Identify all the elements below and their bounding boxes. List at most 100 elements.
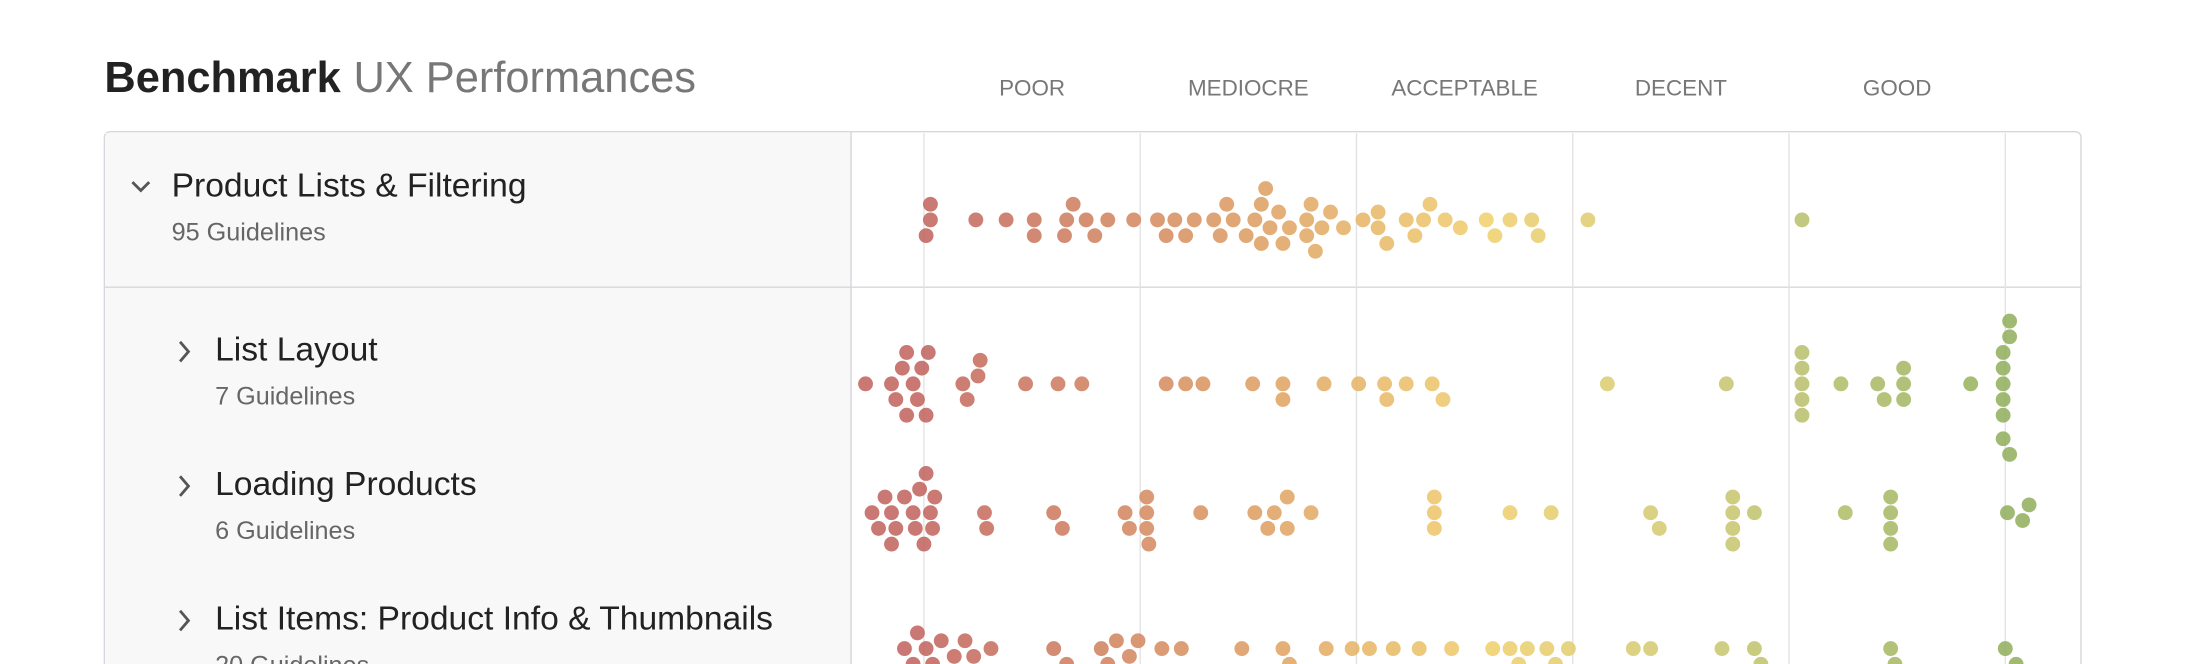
score-dot bbox=[1426, 520, 1442, 536]
chevron[interactable] bbox=[178, 340, 191, 363]
score-dot bbox=[2002, 329, 2018, 345]
score-dot bbox=[1178, 228, 1194, 244]
title-rest: UX Performances bbox=[353, 55, 696, 103]
score-dot bbox=[1543, 505, 1559, 521]
score-dot bbox=[2021, 497, 2037, 513]
score-dot bbox=[1995, 345, 2011, 360]
score-dot bbox=[1087, 228, 1103, 244]
score-dot bbox=[899, 407, 915, 423]
score-dot bbox=[925, 520, 941, 536]
score-dot bbox=[858, 376, 873, 392]
band-label: GOOD bbox=[1863, 76, 1931, 101]
score-dot bbox=[1794, 360, 1810, 376]
score-dot bbox=[1502, 641, 1518, 657]
score-dot bbox=[1154, 641, 1170, 657]
score-dot bbox=[1046, 505, 1062, 521]
score-dot bbox=[1511, 656, 1527, 664]
row-name[interactable]: List Layout bbox=[215, 331, 378, 368]
score-dot bbox=[1121, 649, 1137, 664]
score-dot bbox=[1026, 228, 1042, 244]
score-dot bbox=[1100, 656, 1116, 664]
score-dot bbox=[1212, 228, 1228, 244]
score-dot bbox=[1173, 641, 1189, 657]
dots bbox=[858, 181, 2037, 664]
score-dot bbox=[946, 649, 962, 664]
row-name[interactable]: Loading Products bbox=[215, 466, 477, 503]
score-dot bbox=[2015, 513, 2031, 528]
score-dot bbox=[1794, 407, 1810, 423]
score-dot bbox=[1995, 376, 2011, 392]
score-dot bbox=[1130, 633, 1146, 649]
score-dot bbox=[1714, 641, 1730, 657]
score-dot bbox=[1279, 489, 1295, 505]
score-dot bbox=[1370, 220, 1386, 236]
chevron[interactable] bbox=[178, 609, 191, 632]
score-dot bbox=[918, 641, 934, 657]
guideline-count: 95 Guidelines bbox=[172, 219, 326, 247]
score-dot bbox=[1539, 641, 1555, 657]
score-dot bbox=[1379, 392, 1395, 407]
score-dot bbox=[1275, 236, 1291, 251]
score-dot bbox=[1282, 656, 1297, 664]
score-dot bbox=[1355, 212, 1371, 228]
score-dot bbox=[1385, 641, 1401, 657]
score-dot bbox=[1478, 212, 1494, 228]
score-dot bbox=[1303, 196, 1319, 212]
score-dot bbox=[1377, 376, 1393, 392]
score-dot bbox=[1435, 392, 1451, 407]
score-dot bbox=[1065, 196, 1081, 212]
score-dot bbox=[1833, 376, 1849, 392]
score-dot bbox=[1057, 228, 1072, 244]
score-dot bbox=[1193, 505, 1209, 521]
score-dot bbox=[1046, 641, 1062, 657]
score-dot bbox=[1195, 376, 1211, 392]
score-dot bbox=[1883, 505, 1899, 521]
score-dot bbox=[1299, 228, 1315, 244]
score-dot bbox=[888, 520, 904, 536]
score-dot bbox=[884, 536, 899, 552]
score-dot bbox=[1995, 360, 2011, 376]
row-name[interactable]: List Items: Product Info & Thumbnails bbox=[215, 600, 773, 637]
score-dot bbox=[1718, 376, 1734, 392]
row-name[interactable]: Product Lists & Filtering bbox=[172, 168, 527, 205]
chevron[interactable] bbox=[131, 181, 151, 193]
score-dot bbox=[2002, 447, 2018, 462]
score-dot bbox=[925, 656, 941, 664]
score-dot bbox=[905, 376, 921, 392]
score-dot bbox=[1167, 212, 1183, 228]
score-dot bbox=[1316, 376, 1332, 392]
score-dot bbox=[1424, 376, 1440, 392]
score-dot bbox=[1262, 220, 1278, 236]
score-dot bbox=[877, 489, 893, 505]
score-dot bbox=[1725, 505, 1741, 521]
score-dot bbox=[1314, 220, 1330, 236]
score-dot bbox=[2000, 505, 2015, 521]
score-dot bbox=[1059, 656, 1075, 664]
score-dot bbox=[2008, 656, 2024, 664]
score-dot bbox=[884, 505, 899, 521]
score-dot bbox=[1117, 505, 1133, 521]
score-dot bbox=[1883, 489, 1899, 505]
score-dot bbox=[899, 345, 915, 360]
score-dot bbox=[922, 212, 938, 228]
score-dot bbox=[1234, 641, 1250, 657]
chevron[interactable] bbox=[178, 475, 191, 497]
score-dot bbox=[1487, 228, 1503, 244]
score-dot bbox=[1078, 212, 1094, 228]
band-label: POOR bbox=[999, 76, 1065, 101]
score-dot bbox=[1318, 641, 1334, 657]
score-dot bbox=[1963, 376, 1979, 392]
score-dot bbox=[977, 505, 992, 521]
score-dot bbox=[1139, 520, 1155, 536]
score-dot bbox=[1336, 220, 1351, 236]
score-dot bbox=[1725, 489, 1741, 505]
score-dot bbox=[1266, 505, 1282, 521]
score-dot bbox=[905, 656, 921, 664]
score-dot bbox=[1876, 392, 1892, 407]
score-dot bbox=[1018, 376, 1034, 392]
score-dot bbox=[1426, 505, 1442, 521]
score-dot bbox=[871, 520, 886, 536]
score-dot bbox=[1219, 196, 1235, 212]
score-dot bbox=[1398, 376, 1414, 392]
